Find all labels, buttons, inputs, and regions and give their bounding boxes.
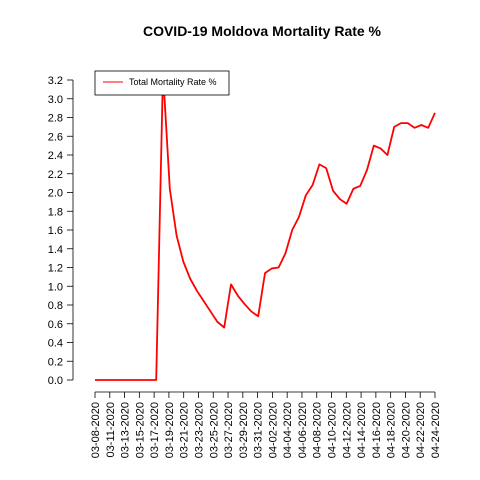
chart-title: COVID-19 Moldova Mortality Rate % [143,23,382,39]
y-tick-label: 0.0 [48,375,63,387]
y-tick-label: 0.6 [48,319,63,331]
y-tick-label: 2.4 [48,150,63,162]
y-tick-label: 0.4 [48,338,63,350]
legend: Total Mortality Rate % [94,70,230,96]
plot-area [95,71,436,381]
legend-label-total-mortality: Total Mortality Rate % [129,77,217,87]
y-tick-label: 3.2 [48,75,63,87]
y-tick-label: 1.4 [48,244,63,256]
y-tick-label: 1.0 [48,281,63,293]
x-tick-label: 03-31-2020 [253,402,265,458]
x-tick-label: 03-19-2020 [164,402,176,458]
x-tick-label: 04-24-2020 [430,402,442,458]
y-tick-label: 0.2 [48,356,63,368]
y-tick-label: 0.8 [48,300,63,312]
x-tick-label: 04-14-2020 [356,402,368,458]
x-tick-label: 04-20-2020 [400,402,412,458]
x-tick-label: 03-29-2020 [238,402,250,458]
x-tick-label: 04-08-2020 [312,402,324,458]
legend-box [94,70,230,96]
x-tick-label: 04-18-2020 [386,402,398,458]
y-tick-label: 2.0 [48,188,63,200]
y-tick-label: 2.6 [48,131,63,143]
x-tick-label: 03-15-2020 [134,402,146,458]
x-tick-label: 03-11-2020 [105,402,117,457]
x-tick-label: 04-06-2020 [297,402,309,458]
y-axis: 0.0 0.2 0.4 0.6 0.8 1.0 1.2 1.4 1.6 1.8 2.0 2.2 2.4 2… [48,75,74,387]
x-tick-label: 04-12-2020 [341,402,353,458]
x-tick-label: 04-04-2020 [282,402,294,458]
x-axis: 03-08-2020 03-11-2020 03-13-2020 03-15-2020… [90,391,442,458]
y-tick-label: 1.2 [48,263,63,275]
x-tick-label: 03-23-2020 [193,402,205,458]
x-tick-label: 03-25-2020 [208,402,220,458]
x-tick-label: 04-22-2020 [415,402,427,458]
y-tick-label: 2.8 [48,113,63,125]
y-tick-label: 2.2 [48,169,63,181]
x-tick-label: 04-02-2020 [267,402,279,458]
x-tick-label: 03-08-2020 [90,402,102,458]
x-tick-label: 03-17-2020 [149,402,161,458]
x-tick-label: 03-27-2020 [223,402,235,458]
x-tick-label: 04-16-2020 [371,402,383,458]
x-tick-label: 03-21-2020 [179,402,191,458]
y-tick-label: 1.6 [48,225,63,237]
y-tick-label: 3.0 [48,94,63,106]
series-line-total-mortality [95,71,436,381]
x-tick-label: 04-10-2020 [327,402,339,458]
x-tick-label: 03-13-2020 [120,402,132,458]
y-tick-label: 1.8 [48,206,63,218]
